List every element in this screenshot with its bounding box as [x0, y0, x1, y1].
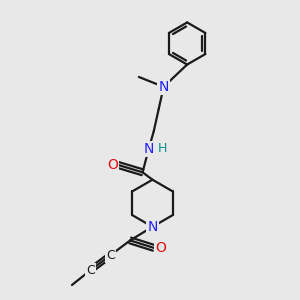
Text: N: N [158, 80, 169, 94]
Text: N: N [147, 220, 158, 234]
Text: H: H [158, 142, 167, 155]
Text: C: C [86, 264, 95, 277]
Text: N: N [144, 142, 154, 156]
Text: O: O [155, 241, 166, 255]
Text: O: O [107, 158, 118, 172]
Text: C: C [106, 249, 115, 262]
